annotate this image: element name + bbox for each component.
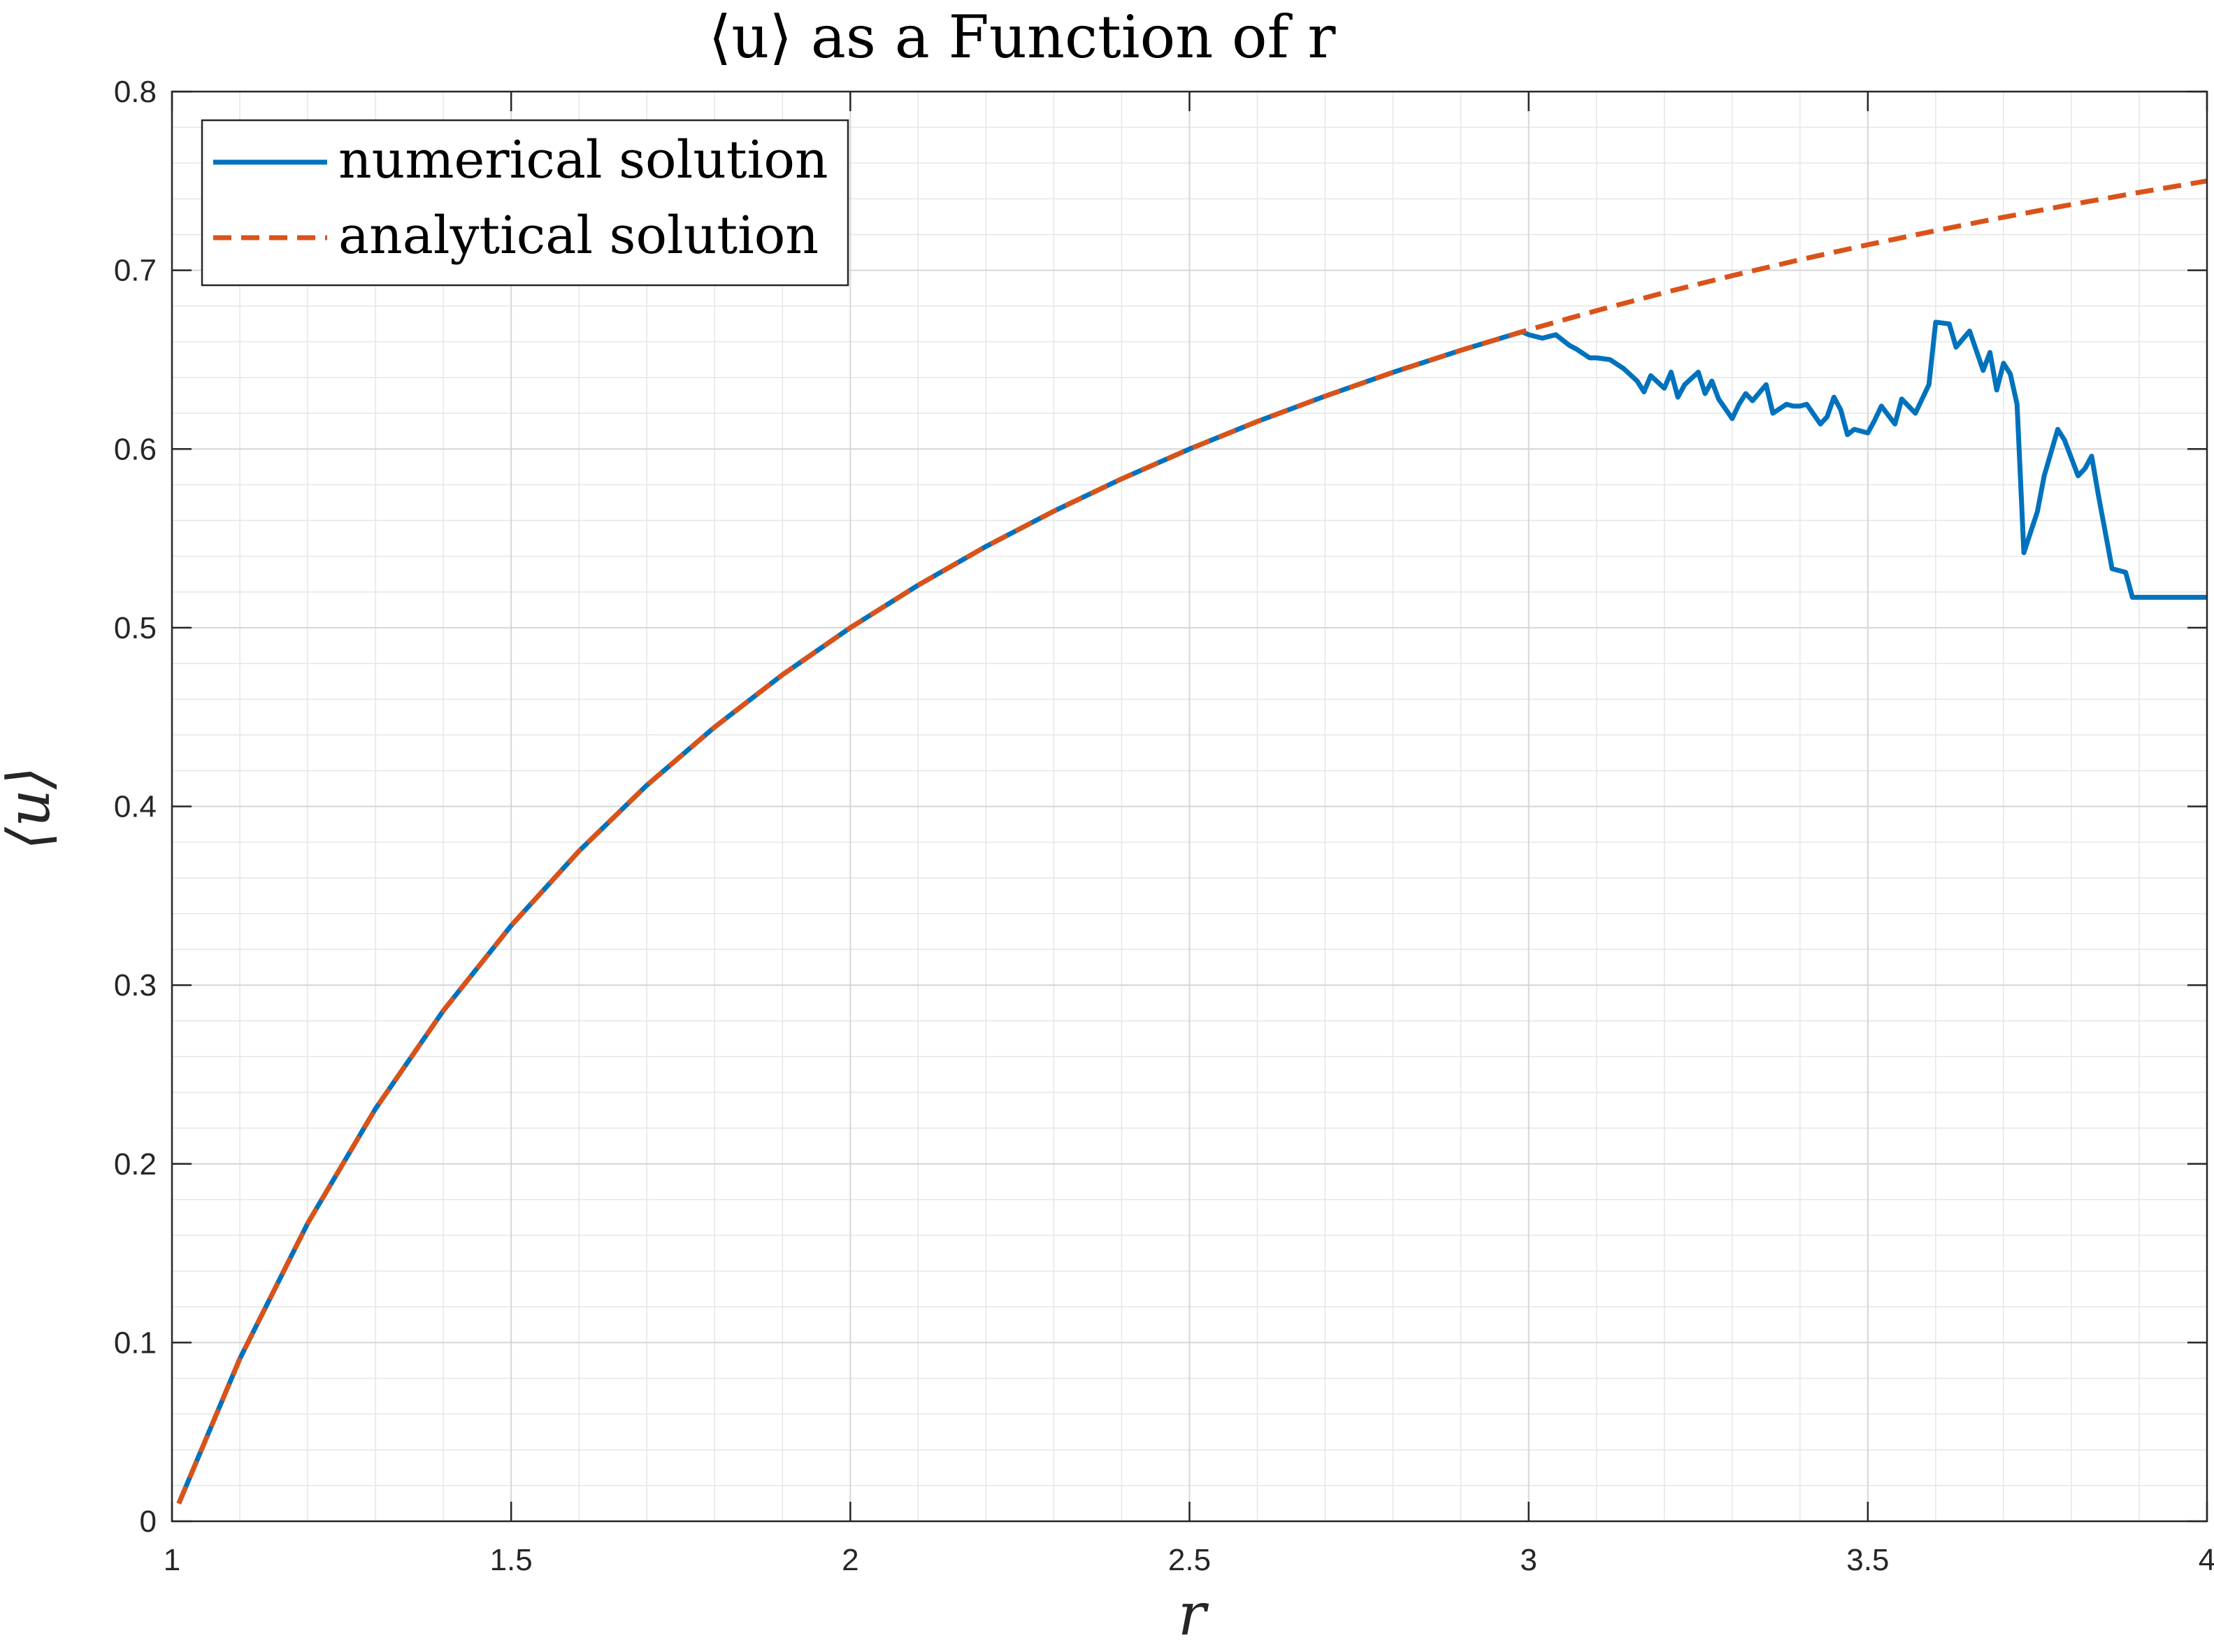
x-tick-label: 3 [1520,1543,1537,1577]
y-tick-label: 0.7 [114,254,157,288]
x-tick-label: 4 [2199,1543,2214,1577]
legend: numerical solution analytical solution [201,119,849,287]
x-axis-label: r [1178,1580,1209,1649]
y-tick-label: 0.2 [114,1147,157,1181]
legend-box [201,119,849,287]
analytical-solution-line [176,178,2208,1505]
ticks-layer [171,90,2208,1523]
y-tick-label: 0.3 [114,968,157,1003]
tick-labels: 1 1.5 2 2.5 3 3.5 4 0 0.1 0.2 0.3 0.4 0.5 0.6 0.7 0.8 [114,75,2214,1577]
y-tick-label: 0.1 [114,1326,157,1360]
x-tick-label: 2.5 [1168,1543,1211,1577]
chart-title: ⟨u⟩ as a Function of r [708,3,1336,71]
x-tick-label: 3.5 [1846,1543,1889,1577]
legend-label-numerical: numerical solution [338,130,828,190]
series-layer [176,178,2208,1505]
x-tick-label: 1 [164,1543,180,1577]
x-tick-label: 2 [842,1543,858,1577]
y-tick-label: 0.4 [114,790,157,824]
legend-label-analytical: analytical solution [338,206,819,266]
y-axis-label: ⟨u⟩ [0,766,63,850]
y-tick-label: 0.5 [114,611,157,645]
x-tick-label: 1.5 [490,1543,533,1577]
y-tick-label: 0.6 [114,432,157,466]
y-tick-label: 0.8 [114,75,157,109]
y-tick-label: 0 [140,1504,157,1539]
